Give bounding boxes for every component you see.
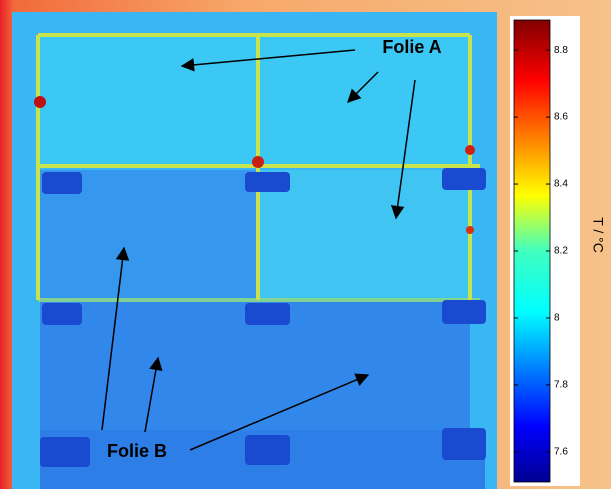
annotation: Folie B [107,441,167,461]
colorbar [513,19,551,483]
annotation: Folie A [382,37,441,57]
colorbar-label: T / °C [590,217,606,253]
tick-label: 8.6 [554,112,568,123]
tick-label: 8.8 [554,45,568,56]
tick-label: 8 [554,313,560,324]
tick-label: 7.8 [554,380,568,391]
thermal-image [12,12,497,489]
tick-label: 7.6 [554,447,568,458]
tick-label: 8.2 [554,246,568,257]
tick-label: 8.4 [554,179,568,190]
arrows [101,49,416,451]
